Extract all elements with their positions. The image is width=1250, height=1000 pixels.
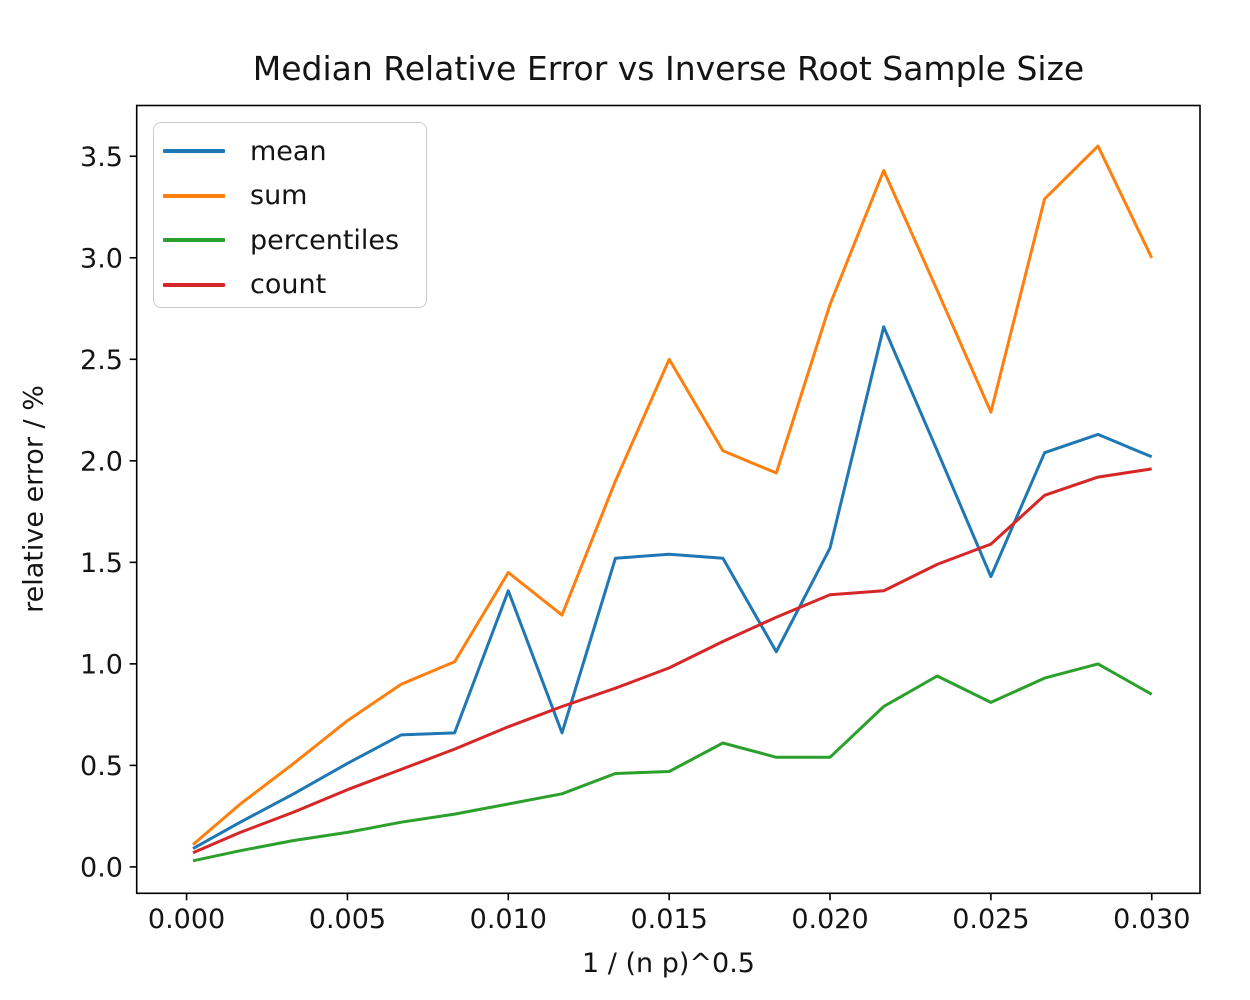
y-tick-label: 3.5 bbox=[80, 142, 123, 173]
y-tick-label: 2.5 bbox=[80, 345, 123, 376]
legend: mean sum percentiles count bbox=[153, 122, 427, 308]
axes-spines bbox=[135, 104, 1201, 895]
y-tick-label: 1.0 bbox=[80, 649, 123, 680]
series-line-sum bbox=[192, 144, 1154, 846]
series-line-count bbox=[192, 467, 1152, 855]
series-line-percentiles bbox=[192, 662, 1153, 863]
legend-entry-count: count bbox=[154, 263, 426, 308]
x-axis-label: 1 / (n p)^0.5 bbox=[582, 948, 755, 979]
legend-entry-sum: sum bbox=[154, 174, 426, 219]
legend-line-percentiles bbox=[163, 238, 225, 243]
x-tick-label: 0.030 bbox=[1113, 904, 1190, 935]
y-tick-label: 0.0 bbox=[80, 852, 123, 883]
x-tick-label: 0.010 bbox=[470, 904, 547, 935]
x-tick-label: 0.000 bbox=[148, 904, 225, 935]
legend-entry-percentiles: percentiles bbox=[154, 218, 426, 263]
y-tick-label: 1.5 bbox=[80, 548, 123, 579]
legend-line-mean bbox=[163, 149, 225, 154]
x-tick-label: 0.020 bbox=[791, 904, 868, 935]
legend-entry-mean: mean bbox=[154, 129, 426, 174]
y-axis-label: relative error / % bbox=[18, 385, 50, 613]
legend-line-count bbox=[163, 282, 225, 287]
chart-title: Median Relative Error vs Inverse Root Sa… bbox=[252, 49, 1085, 88]
legend-label-percentiles: percentiles bbox=[250, 224, 400, 256]
x-tick-label: 0.015 bbox=[631, 904, 708, 935]
legend-line-sum bbox=[163, 193, 225, 198]
y-tick-label: 3.0 bbox=[80, 243, 123, 274]
x-tick-label: 0.025 bbox=[952, 904, 1029, 935]
legend-label-sum: sum bbox=[250, 180, 308, 212]
series-line-mean bbox=[192, 325, 1153, 850]
legend-label-count: count bbox=[250, 269, 327, 301]
y-tick-label: 2.0 bbox=[80, 446, 123, 477]
y-tick-label: 0.5 bbox=[80, 751, 123, 782]
x-tick-label: 0.005 bbox=[309, 904, 386, 935]
legend-label-mean: mean bbox=[250, 135, 327, 167]
